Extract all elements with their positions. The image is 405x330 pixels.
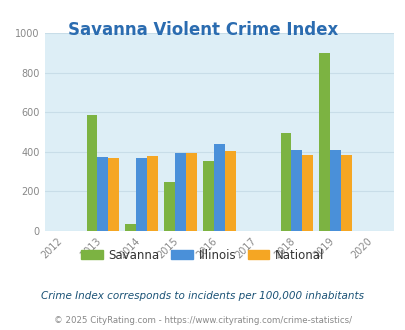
Bar: [329, 150, 340, 231]
Text: © 2025 CityRating.com - https://www.cityrating.com/crime-statistics/: © 2025 CityRating.com - https://www.city…: [54, 316, 351, 325]
Bar: [202, 161, 213, 231]
Bar: [97, 157, 108, 231]
Bar: [319, 53, 329, 231]
Bar: [340, 155, 351, 231]
Legend: Savanna, Illinois, National: Savanna, Illinois, National: [77, 244, 328, 266]
Bar: [147, 156, 158, 231]
Bar: [224, 151, 235, 231]
Bar: [86, 115, 97, 231]
Bar: [108, 158, 119, 231]
Text: Savanna Violent Crime Index: Savanna Violent Crime Index: [68, 21, 337, 40]
Bar: [136, 158, 147, 231]
Bar: [291, 150, 301, 231]
Bar: [301, 155, 312, 231]
Bar: [175, 153, 185, 231]
Text: Crime Index corresponds to incidents per 100,000 inhabitants: Crime Index corresponds to incidents per…: [41, 291, 364, 301]
Bar: [213, 144, 224, 231]
Bar: [185, 153, 196, 231]
Bar: [125, 224, 136, 231]
Bar: [164, 182, 175, 231]
Bar: [280, 133, 291, 231]
